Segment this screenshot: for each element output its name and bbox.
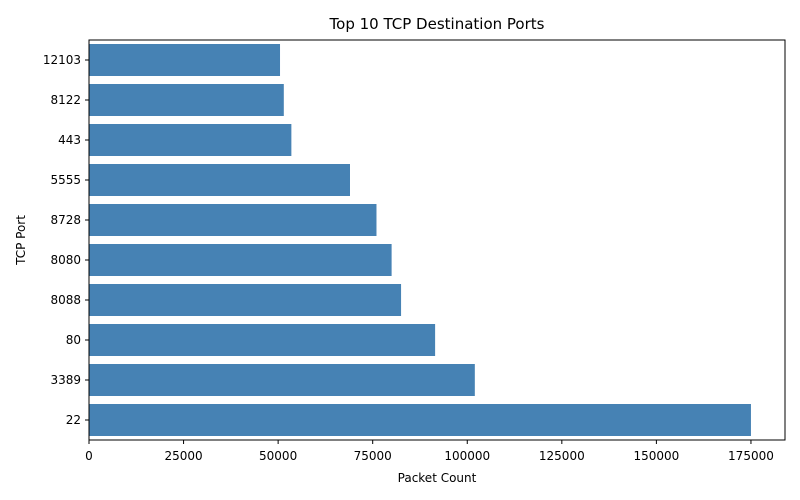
y-tick-label: 8080: [50, 253, 81, 267]
bar-port-22: [89, 404, 751, 436]
bar-port-8122: [89, 84, 284, 116]
x-tick-label: 175000: [728, 449, 774, 463]
chart-title: Top 10 TCP Destination Ports: [329, 15, 545, 33]
x-axis: 0 25000 50000 75000 100000 125000 150000 175000: [85, 440, 774, 463]
y-tick-label: 8088: [50, 293, 81, 307]
y-axis: 22 3389 80 8088 8080 8728 5555 443 8122 12103: [43, 53, 89, 427]
bar-port-12103: [89, 44, 281, 76]
y-tick-label: 8122: [50, 93, 81, 107]
y-tick-label: 80: [66, 333, 81, 347]
x-tick-label: 75000: [354, 449, 392, 463]
y-tick-label: 3389: [50, 373, 81, 387]
y-tick-label: 8728: [50, 213, 81, 227]
x-tick-label: 0: [85, 449, 93, 463]
plot-frame: [88, 39, 786, 441]
x-tick-label: 50000: [259, 449, 297, 463]
bars-group: [89, 44, 751, 436]
bar-port-3389: [89, 364, 475, 396]
x-tick-label: 100000: [444, 449, 490, 463]
bar-port-80: [89, 324, 436, 356]
y-tick-label: 22: [66, 413, 81, 427]
x-tick-label: 125000: [539, 449, 585, 463]
y-tick-label: 443: [58, 133, 81, 147]
x-tick-label: 25000: [164, 449, 202, 463]
bar-port-8728: [89, 204, 377, 236]
bar-port-443: [89, 124, 292, 156]
bar-port-5555: [89, 164, 350, 196]
y-tick-label: 5555: [50, 173, 81, 187]
bar-port-8088: [89, 284, 402, 316]
y-tick-label: 12103: [43, 53, 81, 67]
bar-port-8080: [89, 244, 392, 276]
y-axis-label: TCP Port: [14, 215, 28, 266]
x-tick-label: 150000: [633, 449, 679, 463]
x-axis-label: Packet Count: [398, 471, 477, 485]
